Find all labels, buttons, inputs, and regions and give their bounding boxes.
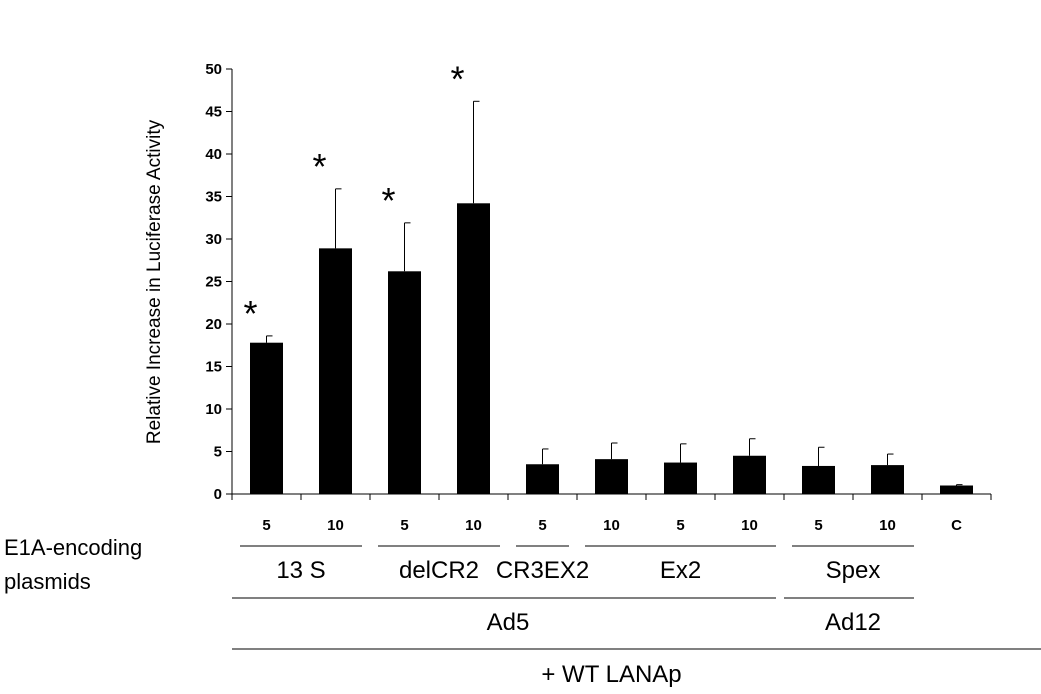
x-tick-label: 5 — [400, 517, 408, 534]
bar — [250, 342, 283, 494]
y-tick-label: 15 — [205, 359, 222, 376]
x-tick-label: 5 — [262, 517, 270, 534]
y-tick-label: 35 — [205, 189, 222, 206]
bar — [802, 465, 835, 494]
significance-marker: * — [381, 180, 395, 221]
significance-marker: * — [450, 58, 464, 99]
y-tick-label: 50 — [205, 61, 222, 78]
y-axis-label: Relative Increase in Luciferase Activity — [144, 119, 165, 444]
y-axis: 0 5 10 15 20 25 30 35 40 45 50 — [205, 61, 233, 503]
bar — [595, 459, 628, 494]
bar — [457, 203, 490, 495]
x-tick-label: 10 — [327, 517, 344, 534]
x-axis: 5 10 5 10 5 10 5 10 5 10 C — [231, 493, 992, 534]
bar — [733, 455, 766, 494]
group-label: Ad5 — [487, 609, 530, 636]
x-tick-label: 10 — [465, 517, 482, 534]
x-tick-label: 5 — [676, 517, 684, 534]
bar — [388, 271, 421, 494]
significance-marker: * — [312, 146, 326, 187]
significance-marker: * — [243, 293, 257, 334]
y-tick-label: 0 — [214, 486, 222, 503]
bar — [664, 462, 697, 494]
bar — [871, 465, 904, 494]
y-tick-label: 45 — [205, 104, 222, 121]
y-tick-label: 30 — [205, 231, 222, 248]
x-tick-label: C — [951, 517, 962, 534]
group-labels: 13 S delCR2 CR3EX2 Ex2 Spex Ad5 Ad12 + WT LANAp — [232, 545, 1041, 688]
bar — [526, 464, 559, 494]
bars: * * * * — [243, 58, 973, 495]
group-label: Spex — [826, 557, 881, 584]
side-label-line-2: plasmids — [4, 569, 91, 594]
side-label-line-1: E1A-encoding — [4, 535, 142, 560]
group-label: delCR2 — [399, 557, 479, 584]
x-tick-label: 5 — [814, 517, 822, 534]
group-label: Ex2 — [660, 557, 701, 584]
x-tick-label: 10 — [879, 517, 896, 534]
group-label: CR3EX2 — [496, 557, 589, 584]
x-tick-label: 10 — [603, 517, 620, 534]
y-tick-label: 40 — [205, 146, 222, 163]
x-tick-label: 10 — [741, 517, 758, 534]
y-tick-label: 10 — [205, 401, 222, 418]
y-tick-label: 25 — [205, 274, 222, 291]
x-tick-label: 5 — [538, 517, 546, 534]
group-label: Ad12 — [825, 609, 881, 636]
y-tick-label: 20 — [205, 316, 222, 333]
y-tick-label: 5 — [214, 444, 222, 461]
group-label: + WT LANAp — [541, 661, 681, 688]
group-label: 13 S — [276, 557, 325, 584]
bar — [940, 485, 973, 494]
bar — [319, 248, 352, 494]
